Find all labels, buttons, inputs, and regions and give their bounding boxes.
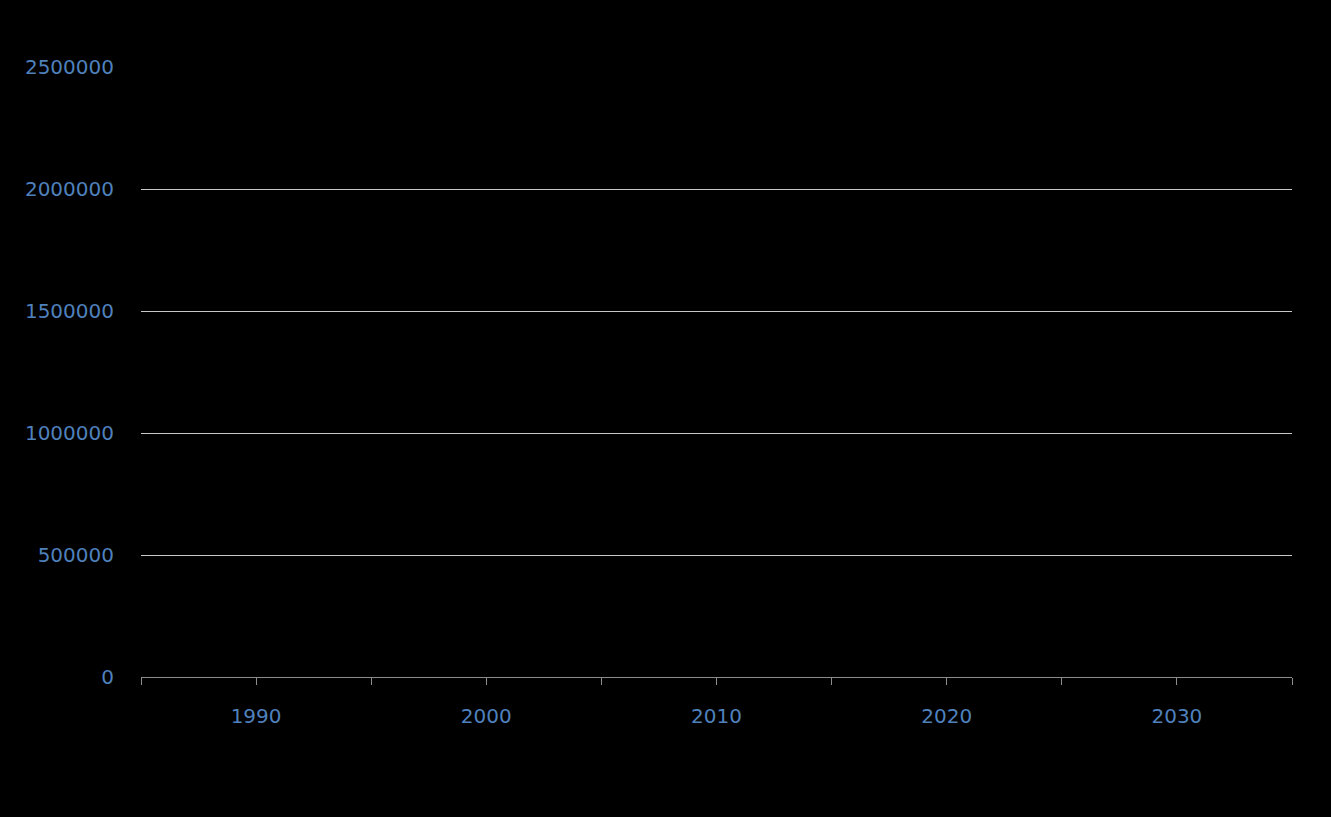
svg-text:2000000: 2000000 [25,177,114,201]
svg-text:1990: 1990 [231,704,282,728]
svg-text:1500000: 1500000 [25,299,114,323]
svg-text:1000000: 1000000 [25,421,114,445]
svg-text:2020: 2020 [921,704,972,728]
svg-text:2000: 2000 [461,704,512,728]
svg-text:0: 0 [101,665,114,689]
svg-text:500000: 500000 [38,543,114,567]
svg-text:2500000: 2500000 [25,55,114,79]
svg-text:2010: 2010 [691,704,742,728]
svg-text:2030: 2030 [1151,704,1202,728]
